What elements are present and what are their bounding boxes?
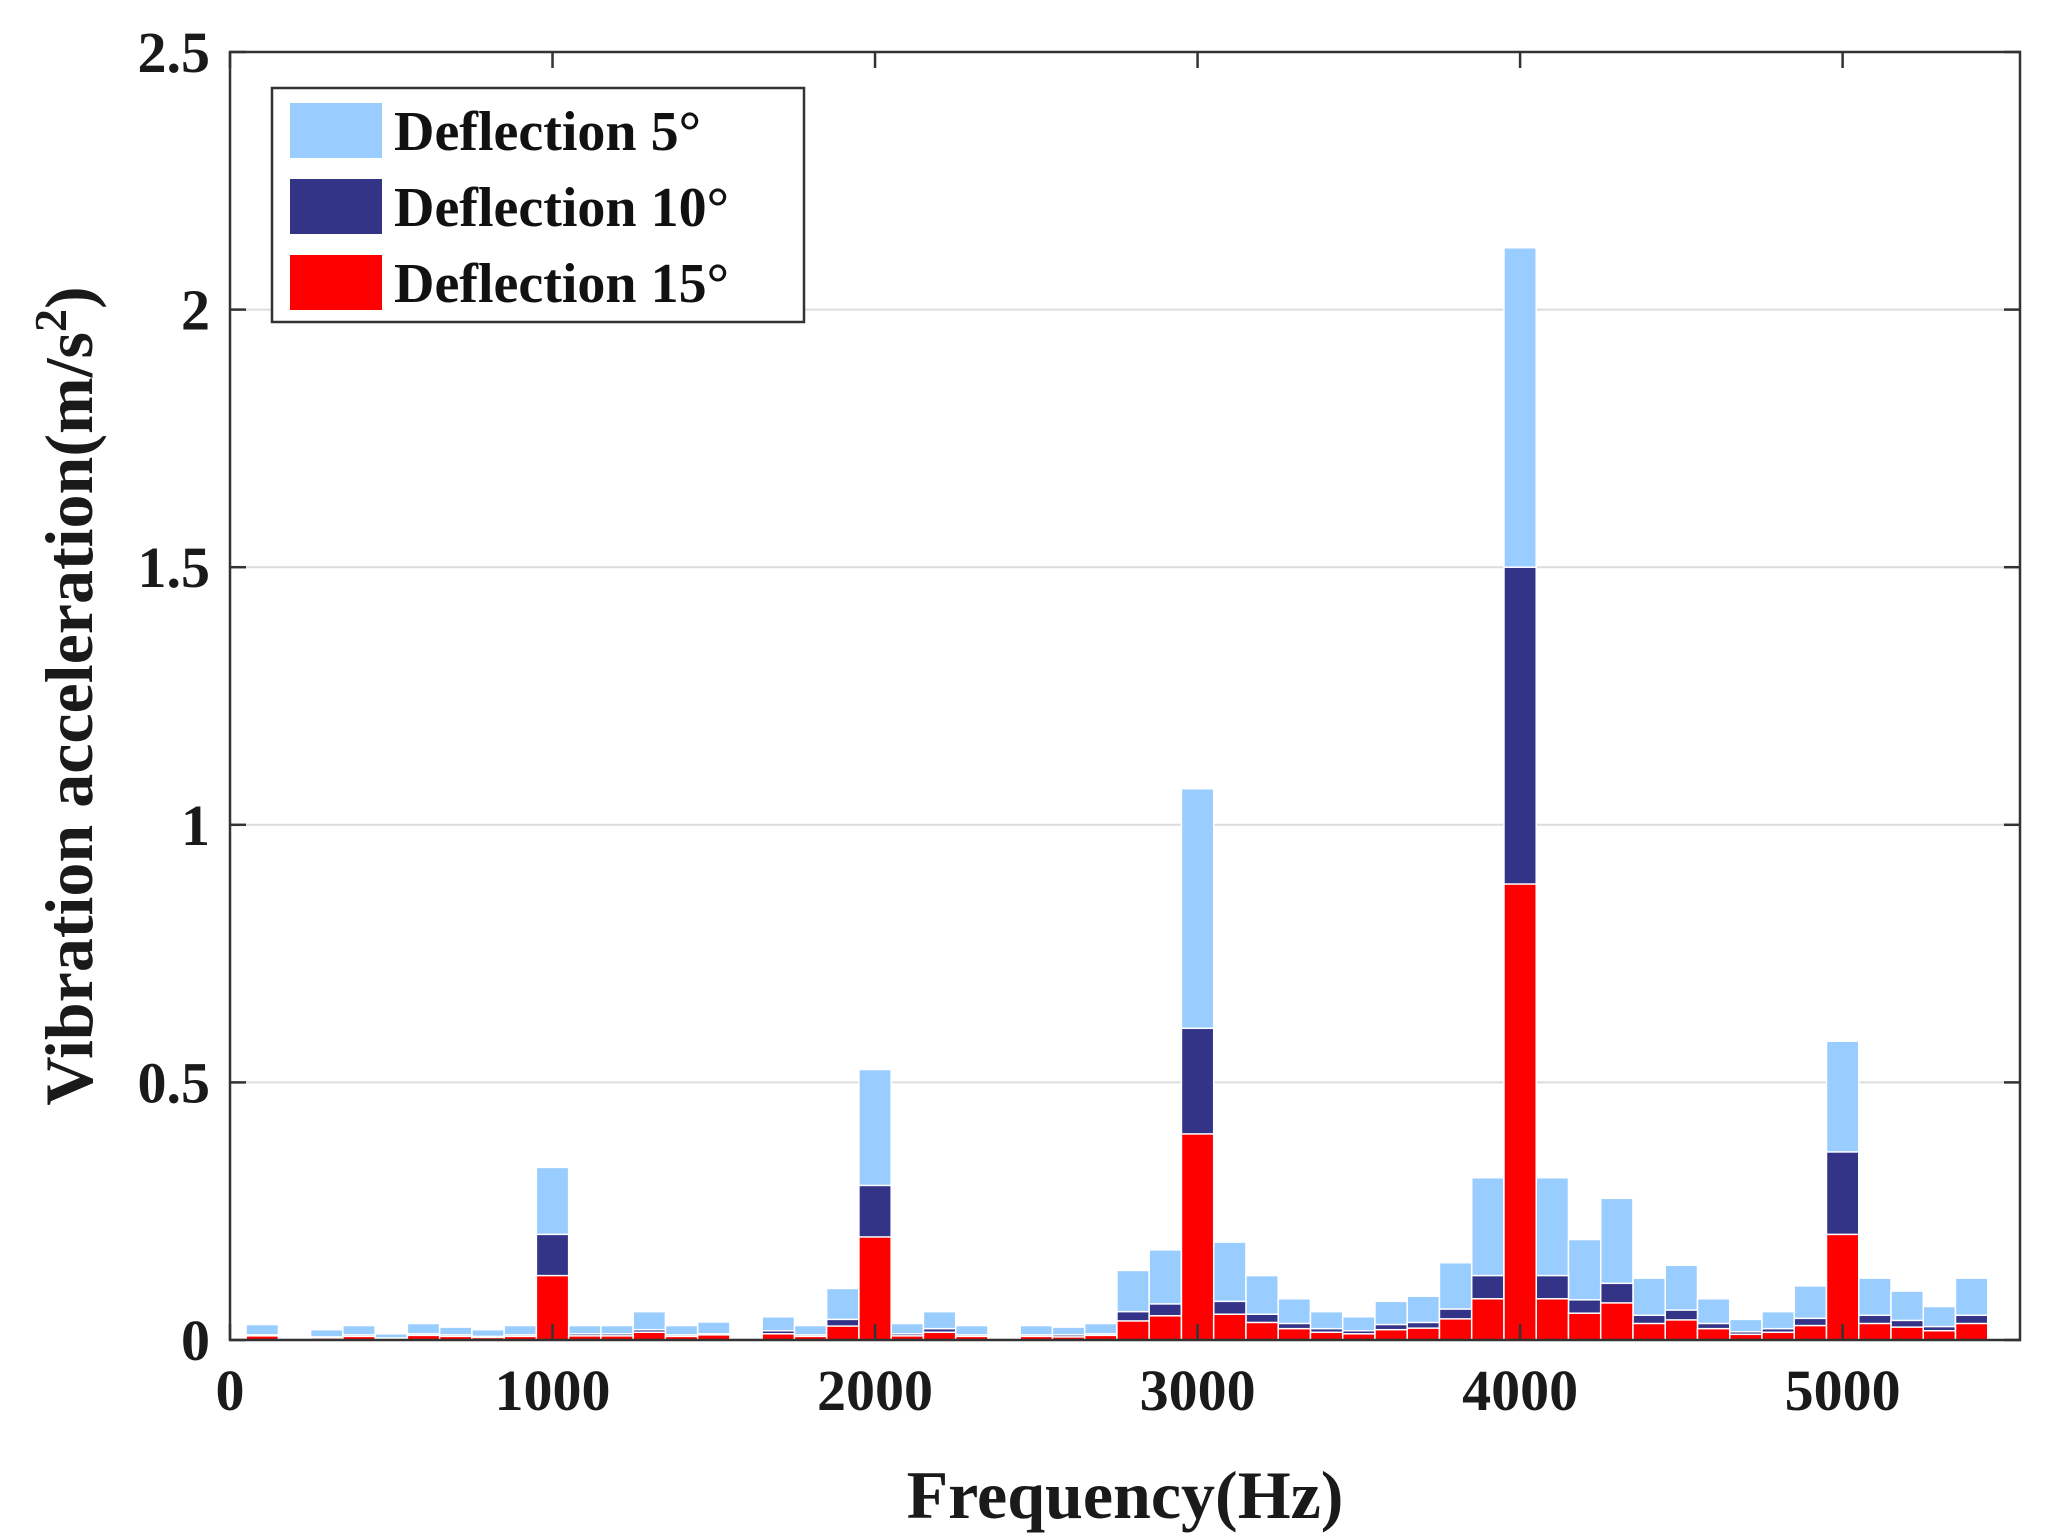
bar-deflection-15-4200 — [1567, 1312, 1602, 1341]
legend-swatch-deflection-15 — [290, 255, 382, 310]
y-axis-title-main: Vibration acceleration(m/s — [31, 332, 107, 1106]
y-tick-label-4: 2 — [181, 278, 210, 343]
x-tick-label-1000: 1000 — [495, 1358, 611, 1423]
legend: Deflection 5° Deflection 10° Deflection … — [270, 86, 806, 324]
bar-deflection-15-2900 — [1148, 1315, 1183, 1341]
bar-deflection-15-5100 — [1857, 1322, 1892, 1341]
plot-frame — [228, 50, 2022, 1342]
y-tick-label-5: 2.5 — [138, 20, 211, 85]
bar-deflection-15-4900 — [1793, 1324, 1828, 1341]
x-tick-label-5000: 5000 — [1785, 1358, 1901, 1423]
bar-deflection-15-3000 — [1180, 1133, 1215, 1341]
legend-swatch-deflection-10 — [290, 179, 382, 234]
legend-swatch-deflection-5 — [290, 103, 382, 158]
x-tick-label-2000: 2000 — [817, 1358, 933, 1423]
legend-label-deflection-15: Deflection 15° — [394, 253, 729, 315]
bar-deflection-15-3800 — [1438, 1318, 1473, 1341]
bar-deflection-15-1900 — [825, 1325, 860, 1341]
bar-deflection-15-3700 — [1406, 1327, 1441, 1341]
y-tick-label-1: 0.5 — [138, 1050, 211, 1115]
bar-deflection-15-2800 — [1116, 1320, 1150, 1341]
y-tick-label-2: 1 — [181, 793, 210, 858]
y-tick-label-0: 0 — [181, 1308, 210, 1373]
bar-deflection-15-5000 — [1825, 1233, 1860, 1341]
bar-deflection-15-5200 — [1890, 1326, 1924, 1341]
y-axis-title-close: ) — [31, 286, 107, 309]
bar-deflection-15-4500 — [1664, 1319, 1699, 1341]
bar-deflection-15-3100 — [1212, 1313, 1247, 1341]
bar-deflection-15-3900 — [1470, 1298, 1505, 1341]
bar-deflection-15-4300 — [1599, 1302, 1634, 1341]
bar-deflection-15-5400 — [1954, 1322, 1989, 1341]
x-tick-labels: 0 1000 2000 3000 4000 5000 — [216, 1358, 1901, 1423]
bar-deflection-15-4400 — [1632, 1322, 1666, 1341]
y-tick-labels: 0 0.5 1 1.5 2 2.5 — [138, 20, 211, 1373]
bar-deflection-15-3200 — [1245, 1321, 1279, 1341]
x-tick-label-3000: 3000 — [1140, 1358, 1256, 1423]
bar-deflection-15-4600 — [1696, 1327, 1731, 1341]
y-tick-label-3: 1.5 — [138, 535, 211, 600]
x-tick-label-0: 0 — [216, 1358, 245, 1423]
bar-deflection-15-4000 — [1503, 883, 1537, 1341]
bar-deflection-15-5300 — [1922, 1329, 1957, 1341]
bar-deflection-15-3300 — [1277, 1327, 1312, 1341]
y-axis-title: Vibration acceleration(m/s2) — [25, 286, 107, 1105]
y-axis-title-superscript: 2 — [25, 309, 76, 332]
legend-label-deflection-10: Deflection 10° — [394, 177, 729, 239]
legend-label-deflection-5: Deflection 5° — [394, 101, 701, 163]
axis-ticks — [228, 50, 2020, 1342]
x-tick-label-4000: 4000 — [1462, 1358, 1578, 1423]
bar-deflection-15-3600 — [1374, 1328, 1408, 1341]
x-axis-title: Frequency(Hz) — [907, 1457, 1344, 1533]
bar-deflection-15-4100 — [1535, 1298, 1570, 1341]
